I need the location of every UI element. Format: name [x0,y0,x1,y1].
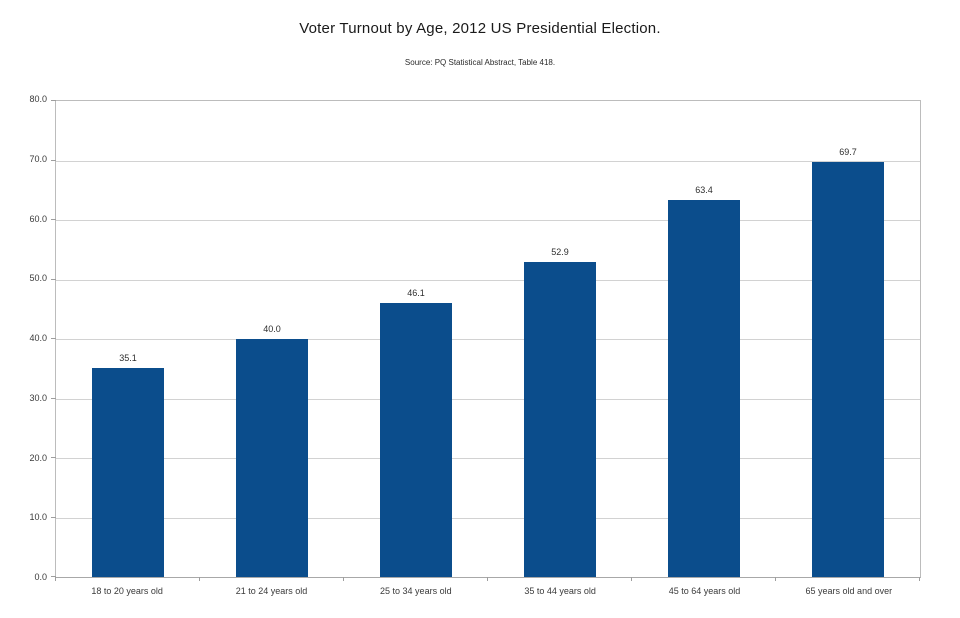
bar [91,368,164,577]
bar [380,302,452,577]
y-axis-tick [51,100,56,101]
x-axis-tick [198,577,200,581]
y-gridline [56,517,920,519]
y-axis-tick [51,338,56,339]
y-axis-tick [51,159,56,161]
y-axis-tick [51,457,56,458]
y-axis-tick [51,397,56,399]
y-gridline [56,458,920,459]
chart-title: Voter Turnout by Age, 2012 US Presidenti… [299,20,661,37]
x-axis-tick [487,577,488,581]
x-axis-label: 35 to 44 years old [524,586,596,596]
y-axis-tick [51,278,56,280]
bar [524,262,596,577]
bar-value-label: 35.1 [119,353,137,364]
x-axis-label: 65 years old and over [805,586,893,596]
bar [236,339,308,577]
plot-area: 35.1 40.0 46.1 52.9 63.4 69.7 [51,100,921,581]
y-axis-label: 40.0 [29,333,47,343]
y-gridline [56,220,920,221]
x-axis-tick [342,577,344,581]
y-axis-label: 50.0 [29,273,47,284]
x-axis-tick [919,577,920,581]
bar-value-label: 63.4 [695,184,713,195]
chart-subtitle: Source: PQ Statistical Abstract, Table 4… [404,58,556,67]
y-axis-tick [51,219,56,220]
bar [668,199,740,577]
y-gridline [56,398,920,400]
y-axis-label: 10.0 [29,512,47,523]
x-axis-tick [55,577,56,581]
bar-value-label: 69.7 [839,147,857,158]
x-axis-tick [630,577,632,581]
bar-value-label: 52.9 [551,247,569,258]
x-axis-label: 45 to 64 years old [668,586,741,596]
y-gridline [56,339,920,340]
y-gridline [56,160,920,162]
y-axis-label: 80.0 [29,94,47,104]
bar-value-label: 40.0 [263,324,281,334]
y-axis-label: 30.0 [29,392,47,403]
bar [812,162,884,577]
y-axis-label: 70.0 [29,153,47,164]
x-axis-tick [775,577,776,581]
y-axis-label: 20.0 [29,452,47,463]
y-axis-label: 0.0 [34,572,47,582]
x-axis-label: 21 to 24 years old [235,586,308,596]
y-axis-label: 60.0 [29,213,47,224]
y-axis-tick [51,516,56,518]
y-axis-tick [51,576,56,577]
x-axis-label: 18 to 20 years old [91,586,163,596]
bar-value-label: 46.1 [407,287,425,298]
x-axis-label: 25 to 34 years old [380,586,452,596]
y-gridline [56,279,920,281]
